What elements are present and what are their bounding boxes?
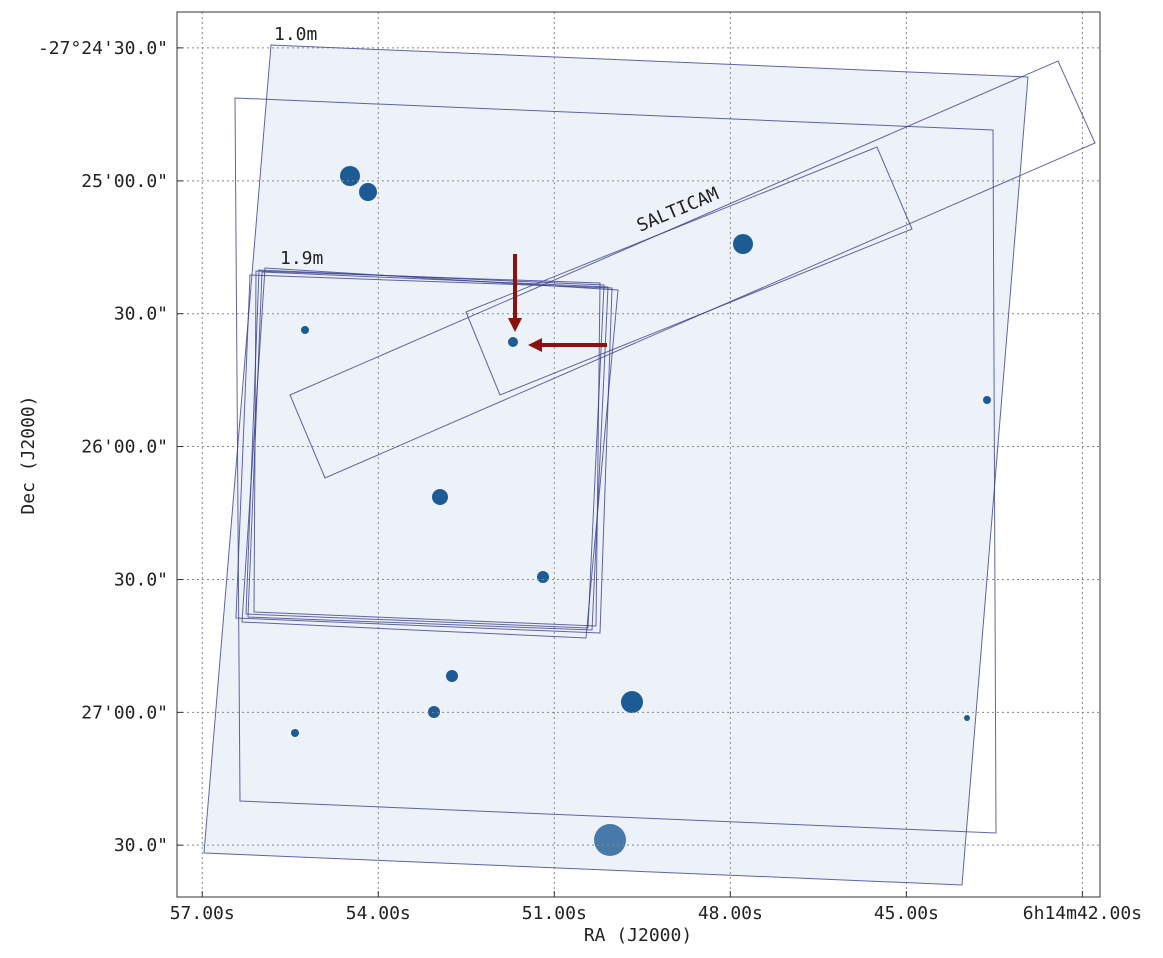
x-tick-label: 54.00s [346,903,411,924]
sky-image [204,45,1028,885]
star [983,396,991,404]
y-tick-label: 26'00.0" [81,437,168,458]
x-axis-label: RA (J2000) [584,925,692,946]
star [291,729,299,737]
x-tick-label: 48.00s [698,903,763,924]
star [964,715,970,721]
image-background [204,45,1028,885]
star [594,824,626,856]
y-tick-label: -27°24'30.0" [38,38,168,59]
y-tick-label: 27'00.0" [81,702,168,723]
star [733,234,753,254]
y-axis-label: Dec (J2000) [18,395,39,514]
chart: 1.0m 1.9m SALTICAM RA (J2000) Dec (J2000… [0,0,1163,953]
star [621,691,643,713]
annotation: 1.9m [280,248,323,269]
y-tick-label: 30.0" [114,570,168,591]
star [340,166,360,186]
star [508,337,518,347]
y-tick-label: 30.0" [114,304,168,325]
x-tick-label: 51.00s [522,903,587,924]
annotation: 1.0m [274,24,317,45]
star [446,670,458,682]
star [359,183,377,201]
y-tick-label: 25'00.0" [81,171,168,192]
star [301,326,309,334]
x-tick-label: 6h14m42.00s [1023,903,1142,924]
x-tick-label: 57.00s [170,903,235,924]
star [432,489,448,505]
star [537,571,549,583]
x-tick-label: 45.00s [874,903,939,924]
y-tick-label: 30.0" [114,835,168,856]
